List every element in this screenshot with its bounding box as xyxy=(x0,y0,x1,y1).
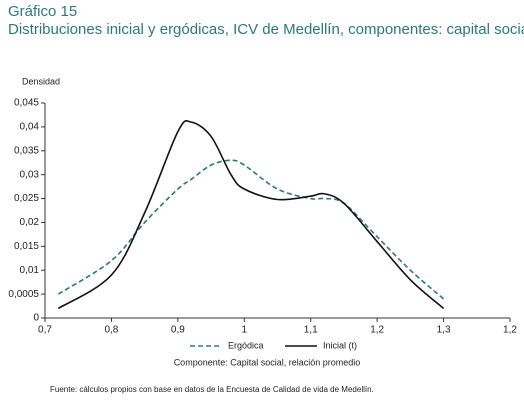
x-tick-label: 1 xyxy=(242,325,248,336)
legend-label: Ergódica xyxy=(228,340,264,350)
y-tick-label: 0 xyxy=(33,313,39,324)
line-series xyxy=(57,159,445,300)
x-tick-label: 0,9 xyxy=(171,325,185,336)
line-series xyxy=(57,119,445,310)
y-tick-label: 0,02 xyxy=(20,217,40,228)
y-tick-label: 0,0005 xyxy=(8,289,39,300)
source-note: Fuente: cálculos propios con base en dat… xyxy=(50,385,374,394)
y-tick-label: 0,045 xyxy=(14,98,39,109)
y-tick-label: 0,04 xyxy=(20,122,40,133)
chart-title: Gráfico 15 xyxy=(8,3,77,20)
x-tick-label: 1,2 xyxy=(503,325,517,336)
y-tick-label: 0,035 xyxy=(14,145,39,156)
y-axis-label: Densidad xyxy=(22,76,60,86)
y-tick-label: 0,025 xyxy=(14,193,39,204)
y-tick-label: 0,01 xyxy=(20,265,40,276)
x-tick-label: 1,1 xyxy=(304,325,318,336)
x-tick-label: 0,8 xyxy=(104,325,118,336)
x-tick-label: 1,2 xyxy=(370,325,384,336)
x-axis-label: Componente: Capital social, relación pro… xyxy=(174,357,361,367)
x-tick-label: 1,3 xyxy=(437,325,451,336)
x-tick-label: 0,7 xyxy=(38,325,52,336)
y-tick-label: 0,03 xyxy=(20,169,40,180)
legend-label: Inicial (t) xyxy=(323,340,357,350)
y-tick-label: 0,015 xyxy=(14,241,39,252)
chart-subtitle: Distribuciones inicial y ergódicas, ICV … xyxy=(8,21,524,38)
